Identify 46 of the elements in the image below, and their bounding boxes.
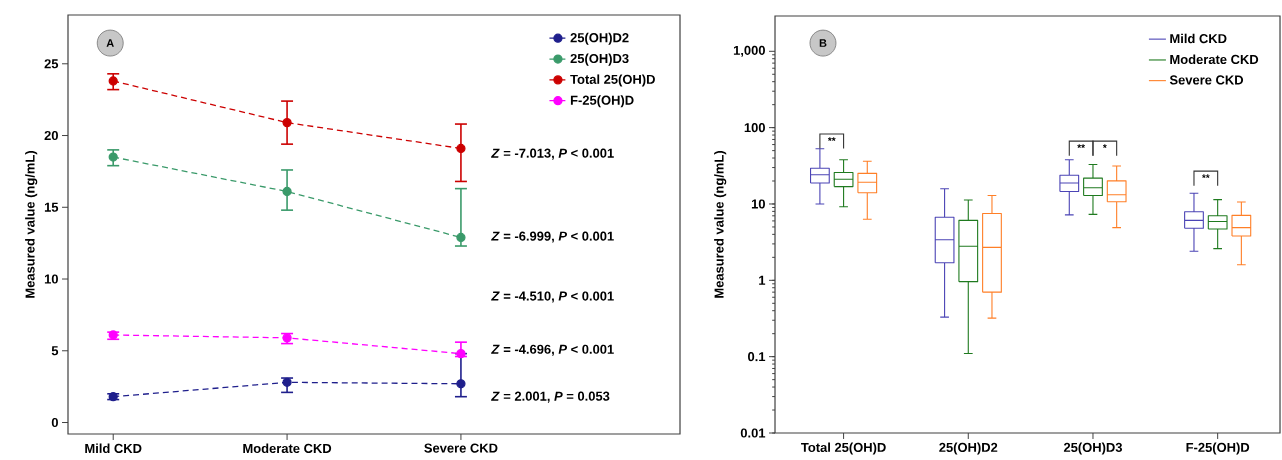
- annotation: **: [1201, 174, 1210, 179]
- y-tick-label: 0.01: [740, 428, 766, 438]
- legend-label: Mild CKD: [1170, 33, 1227, 44]
- x-tick-label: 25(OH)D2: [939, 442, 998, 455]
- annotation: **: [1077, 144, 1085, 148]
- legend-label: Total 25(OH)D: [570, 74, 655, 87]
- point: [282, 117, 292, 128]
- annotation: Z = -6.999, P < 0.001: [491, 231, 614, 243]
- point: [456, 143, 466, 154]
- annotation: Z = -4.510, P < 0.001: [491, 291, 614, 303]
- y-tick-label: 10: [751, 199, 765, 209]
- y-tick-label: 10: [44, 274, 58, 284]
- legend-label: Severe CKD: [1169, 75, 1244, 85]
- y-tick-label: 5: [51, 346, 59, 356]
- y-tick-label: 1: [759, 275, 766, 285]
- legend-label: F-25(OH)D: [570, 95, 634, 108]
- annotation: *: [1102, 144, 1107, 148]
- point: [282, 186, 292, 197]
- y-tick-label: 100: [744, 123, 765, 133]
- y-tick-label: 1,000: [733, 45, 765, 57]
- x-tick-label: 25(OH)D3: [1063, 442, 1123, 455]
- legend-label: 25(OH)D3: [570, 53, 629, 66]
- legend-label: 25(OH)D2: [570, 32, 629, 45]
- y-tick-label: 0: [51, 417, 58, 428]
- y-tick-label: 25: [44, 59, 59, 69]
- point: [282, 377, 292, 387]
- annotation: A: [106, 39, 114, 47]
- point: [456, 349, 466, 359]
- x-tick-label: Mild CKD: [85, 443, 142, 454]
- x-tick-label: Total 25(OH)D: [801, 442, 886, 455]
- x-tick-label: Severe CKD: [424, 443, 498, 453]
- point: [456, 379, 466, 389]
- legend-label: Moderate CKD: [1170, 54, 1259, 65]
- y-tick-label: 20: [44, 130, 58, 141]
- x-tick-label: Moderate CKD: [243, 443, 332, 454]
- annotation: Z = -4.696, P < 0.001: [491, 344, 614, 356]
- annotation: Z = 2.001, P = 0.053: [491, 391, 610, 403]
- y-tick-label: 0.1: [748, 352, 766, 362]
- point: [456, 232, 466, 243]
- annotation: B: [819, 39, 827, 47]
- x-tick-label: F-25(OH)D: [1186, 442, 1250, 455]
- annotation: **: [827, 137, 836, 141]
- annotation: Z = -7.013, P < 0.001: [491, 148, 614, 160]
- y-axis-title: Measured value (ng/mL): [714, 151, 727, 298]
- y-axis-title: Measured value (ng/mL): [25, 151, 38, 298]
- y-tick-label: 15: [44, 202, 59, 212]
